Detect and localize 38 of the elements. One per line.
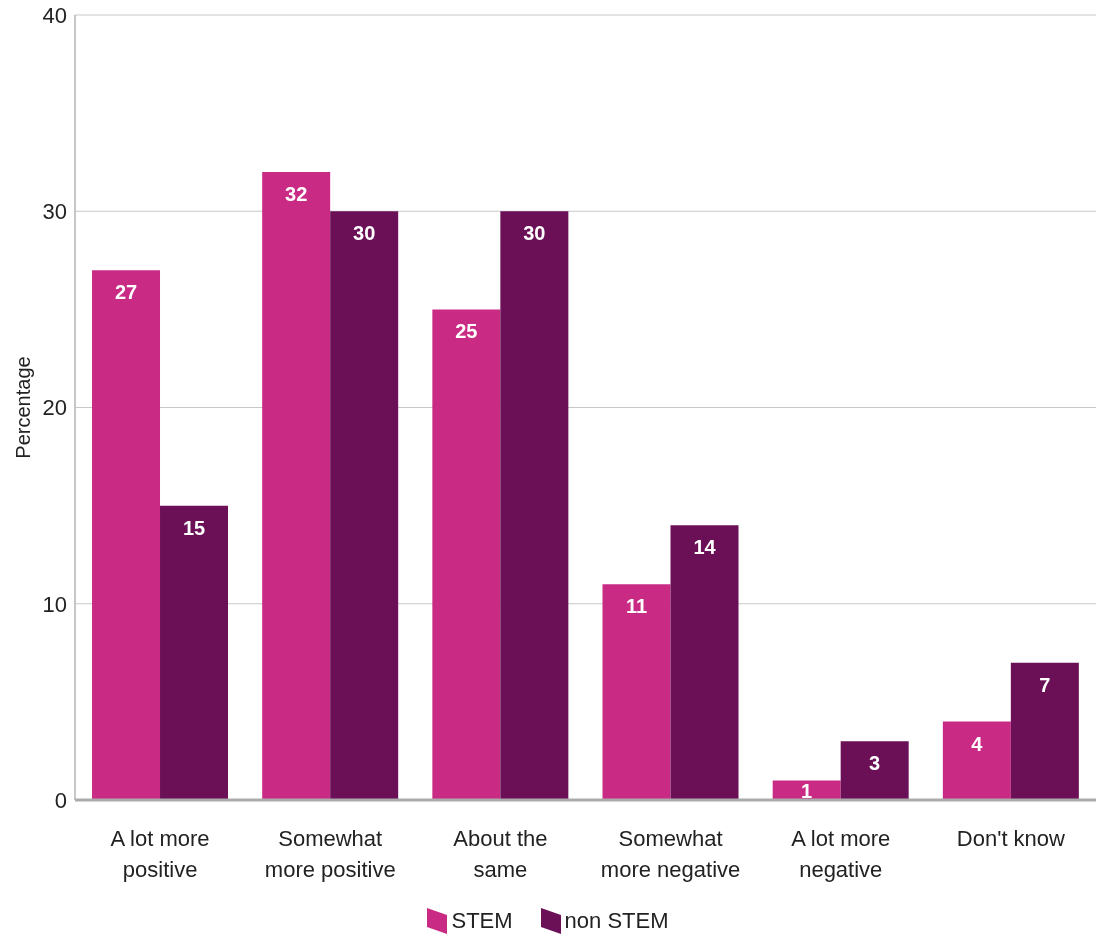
data-label: 15 [182,516,206,539]
y-tick-label: 30 [42,199,67,225]
bar [772,780,841,800]
bar [670,525,739,800]
bar [840,741,909,800]
bar [160,505,229,800]
y-tick-label: 10 [42,591,67,617]
data-label: 4 [971,732,984,755]
data-label: 3 [869,752,881,775]
legend-label: STEM [451,908,513,933]
x-tick-label: A lot more positive [110,826,210,882]
x-tick-label: Somewhat more positive [264,826,396,882]
data-label: 30 [523,222,546,245]
data-label: 14 [693,536,717,559]
data-label: 30 [353,222,376,245]
y-tick-label: 0 [54,787,67,813]
y-tick-label: 40 [42,2,67,28]
bar [500,211,569,800]
data-label: 11 [625,595,648,618]
bar [1010,662,1079,800]
bar [92,270,161,800]
data-label: 1 [801,780,813,802]
legend-label: non STEM [564,908,669,933]
data-label: 25 [455,320,478,343]
y-tick-label: 20 [42,395,67,421]
x-tick-label: A lot more negative [791,826,891,882]
bar [942,721,1011,800]
bar [602,584,671,800]
data-label: 32 [285,183,308,205]
bar [262,172,331,800]
x-tick-label: About the same [453,826,548,882]
x-tick-label: Somewhat more negative [600,826,741,882]
bar [330,211,399,800]
y-axis-title: Percentage [12,356,35,459]
bar [432,309,501,800]
data-label: 7 [1039,673,1051,696]
x-tick-label: Don't know [956,826,1066,851]
data-label: 27 [114,281,138,304]
